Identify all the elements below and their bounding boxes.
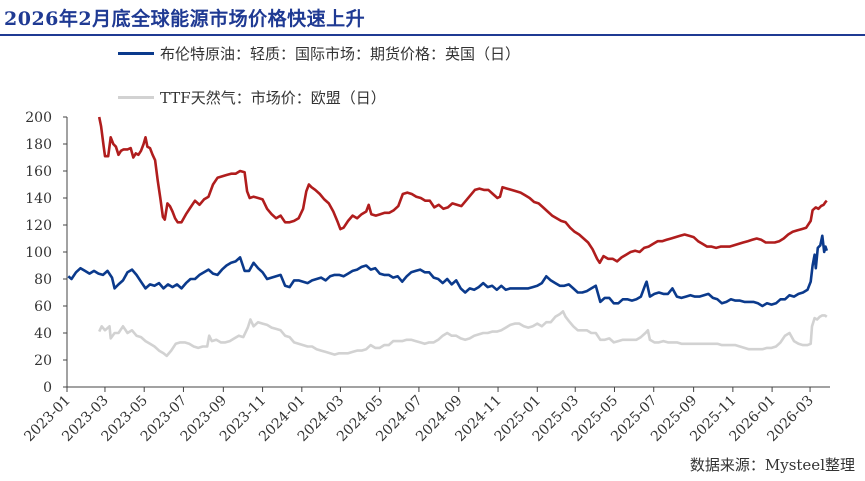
series-line-brent (67, 234, 829, 308)
legend-item-gas: TTF天然气：市场价：欧盟（日） (118, 87, 386, 107)
source-note: 数据来源：Mysteel整理 (689, 456, 855, 474)
legend-swatch-gas (118, 95, 154, 99)
legend-label-gas: TTF天然气：市场价：欧盟（日） (160, 88, 386, 107)
series-layer (67, 116, 829, 358)
legend-label-brent: 布伦特原油：轻质：国际市场：期货价格：英国（日） (160, 44, 521, 63)
chart-axes: 0204060801001201401601802002023-012023-0… (21, 110, 830, 445)
y-tick-label: 200 (25, 110, 52, 126)
y-tick-label: 20 (34, 353, 52, 369)
y-tick-label: 140 (25, 191, 52, 207)
y-tick-label: 180 (25, 137, 52, 153)
legend-swatch-brent (118, 51, 154, 55)
y-tick-label: 40 (34, 326, 52, 342)
series-line-nbp-gas (97, 116, 828, 265)
legend-item-brent: 布伦特原油：轻质：国际市场：期货价格：英国（日） (118, 43, 520, 63)
y-tick-label: 60 (34, 299, 52, 315)
y-tick-label: 0 (43, 380, 52, 396)
y-tick-label: 80 (34, 272, 52, 288)
title-underline (0, 34, 865, 36)
y-tick-label: 160 (25, 164, 52, 180)
y-tick-label: 120 (25, 218, 52, 234)
chart-title: 2026年2月底全球能源市场价格快速上升 (4, 8, 366, 30)
series-line-ttf-gas (98, 310, 828, 358)
y-tick-label: 100 (25, 245, 52, 261)
